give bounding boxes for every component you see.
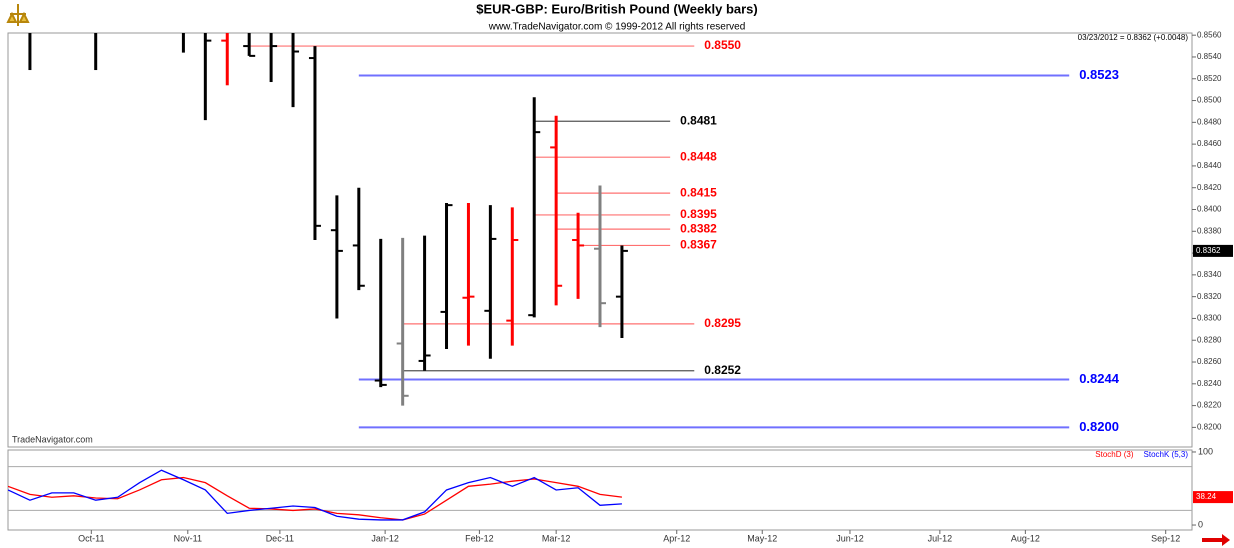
level-label: 0.8367 <box>680 238 717 252</box>
level-label: 0.8200 <box>1079 419 1119 434</box>
level-label: 0.8395 <box>680 207 717 221</box>
scroll-arrow <box>1202 534 1230 546</box>
level-label: 0.8523 <box>1079 67 1119 82</box>
level-label: 0.8550 <box>704 38 741 52</box>
x-tick-label: Jun-12 <box>836 533 864 543</box>
y-tick-label: 0.8500 <box>1197 96 1222 105</box>
y-tick-label: 0.8560 <box>1197 30 1222 39</box>
y-tick-label: 0.8440 <box>1197 161 1222 170</box>
y-tick-label: 0.8280 <box>1197 335 1222 344</box>
y-tick-label: 0.8420 <box>1197 183 1222 192</box>
legend-entry: StochD (3) <box>1095 450 1134 459</box>
x-tick-label: Jul-12 <box>928 533 953 543</box>
price-plot <box>28 33 1070 429</box>
x-tick-label: Oct-11 <box>78 533 104 543</box>
last-price-box <box>1193 244 1233 257</box>
y-tick-label: 0.8200 <box>1197 422 1222 431</box>
plot-frame <box>7 32 1193 448</box>
level-label: 0.8252 <box>704 363 741 377</box>
x-tick-label: Feb-12 <box>465 533 494 543</box>
y-tick-label: 0.8520 <box>1197 74 1222 83</box>
y-tick-label: 0.8460 <box>1197 139 1222 148</box>
x-tick-label: Sep-12 <box>1151 533 1180 543</box>
x-tick-label: Dec-11 <box>266 533 294 543</box>
logo <box>6 4 30 26</box>
x-tick-label: Apr-12 <box>663 533 690 543</box>
level-label: 0.8448 <box>680 149 717 163</box>
y-tick-label: 0.8380 <box>1197 226 1222 235</box>
last-price-label: 0.8362 <box>1196 246 1221 255</box>
y-tick-label: 0.8220 <box>1197 401 1222 410</box>
chart-title: $EUR-GBP: Euro/British Pound (Weekly bar… <box>476 1 757 16</box>
watermark: TradeNavigator.com <box>12 434 93 444</box>
y-tick-label: 0.8340 <box>1197 270 1222 279</box>
legend-entry: StochK (5,3) <box>1144 450 1189 459</box>
level-label: 0.8481 <box>680 113 717 127</box>
chart-subtitle: www.TradeNavigator.com © 1999-2012 All r… <box>488 22 746 33</box>
y-tick-label: 0 <box>1198 519 1203 529</box>
x-tick-label: Nov-11 <box>174 533 202 543</box>
y-tick-label: 100 <box>1198 446 1213 456</box>
y-tick-label: 0.8320 <box>1197 292 1222 301</box>
quote: 03/23/2012 = 0.8362 (+0.0048) <box>1078 33 1189 42</box>
last-value-label: 38.24 <box>1196 492 1217 501</box>
y-tick-label: 0.8400 <box>1197 205 1222 214</box>
stoch-plot <box>8 466 1192 521</box>
stoch-line <box>8 469 622 521</box>
x-tick-label: Aug-12 <box>1011 533 1040 543</box>
y-tick-label: 0.8240 <box>1197 379 1222 388</box>
y-tick-label: 0.8260 <box>1197 357 1222 366</box>
level-label: 0.8415 <box>680 185 717 199</box>
x-tick-label: May-12 <box>747 533 777 543</box>
x-tick-label: Mar-12 <box>542 533 571 543</box>
level-label: 0.8295 <box>704 316 741 330</box>
last-value-box <box>1193 491 1233 504</box>
y-tick-label: 0.8300 <box>1197 314 1222 323</box>
level-label: 0.8244 <box>1079 371 1120 386</box>
y-tick-label: 0.8480 <box>1197 117 1222 126</box>
y-tick-label: 0.8540 <box>1197 52 1222 61</box>
level-label: 0.8382 <box>680 221 717 235</box>
x-tick-label: Jan-12 <box>371 533 399 543</box>
